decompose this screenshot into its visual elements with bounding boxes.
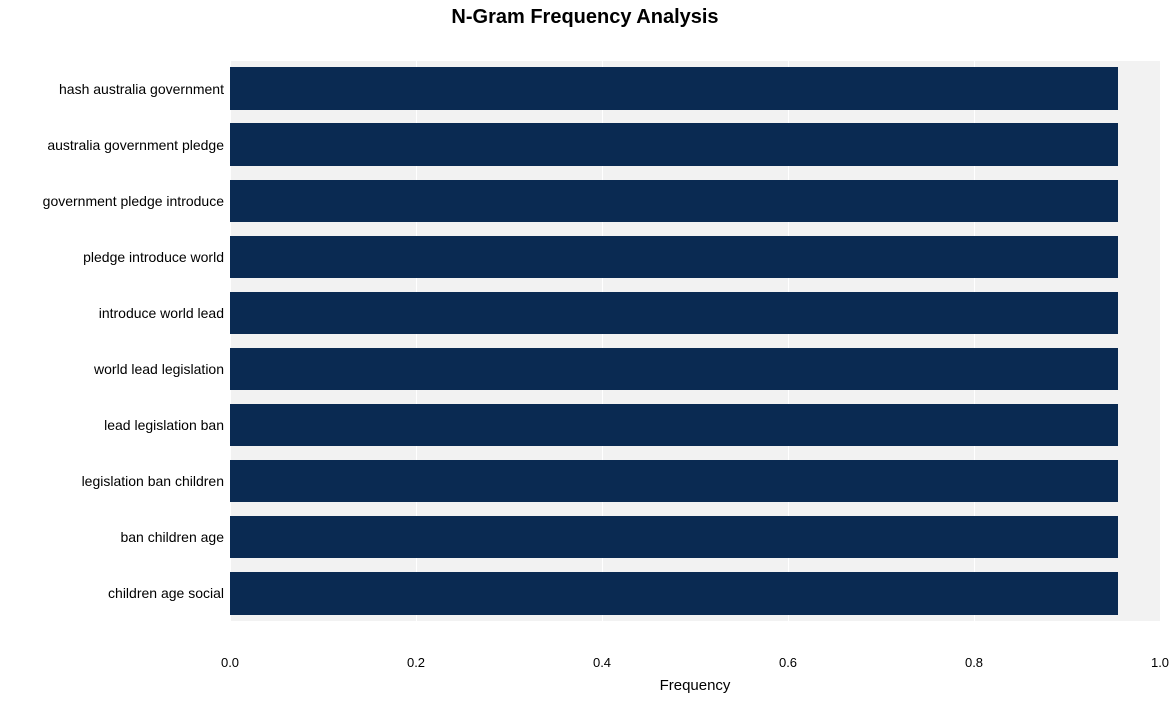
y-tick-label: ban children age (120, 529, 224, 545)
bar (230, 180, 1118, 223)
x-tick-label: 0.6 (779, 655, 797, 670)
ngram-frequency-chart: N-Gram Frequency Analysis hash australia… (0, 0, 1170, 701)
plot-area (230, 33, 1160, 649)
bar (230, 67, 1118, 110)
bar (230, 404, 1118, 447)
y-tick-label: australia government pledge (47, 137, 224, 153)
y-axis-labels: hash australia government australia gover… (0, 33, 230, 649)
x-axis-spacer (0, 649, 230, 701)
x-tick-label: 0.2 (407, 655, 425, 670)
y-tick-label: world lead legislation (94, 361, 224, 377)
bar-row (230, 397, 1118, 453)
y-tick-label: hash australia government (59, 81, 224, 97)
bar (230, 516, 1118, 559)
chart-title: N-Gram Frequency Analysis (0, 0, 1170, 33)
x-axis-row: Frequency 0.0 0.2 0.4 0.6 0.8 1.0 (0, 649, 1170, 701)
bar (230, 292, 1118, 335)
y-tick-label: legislation ban children (82, 473, 224, 489)
bar-row (230, 341, 1118, 397)
x-axis-title: Frequency (660, 677, 731, 694)
bar (230, 460, 1118, 503)
bar (230, 348, 1118, 391)
x-tick-label: 0.4 (593, 655, 611, 670)
bar-row (230, 565, 1118, 621)
bar-row (230, 509, 1118, 565)
y-tick-label: children age social (108, 585, 224, 601)
bars-container (230, 61, 1160, 622)
bar-row (230, 285, 1118, 341)
x-tick-label: 0.8 (965, 655, 983, 670)
y-tick-label: government pledge introduce (43, 193, 224, 209)
bar-row (230, 117, 1118, 173)
bar-row (230, 173, 1118, 229)
x-axis: Frequency 0.00.20.40.60.81.0 (230, 649, 1160, 701)
x-tick-label: 0.0 (221, 655, 239, 670)
bar (230, 236, 1118, 279)
plot-row: hash australia government australia gover… (0, 33, 1170, 649)
x-tick-label: 1.0 (1151, 655, 1169, 670)
y-tick-label: pledge introduce world (83, 249, 224, 265)
y-tick-label: lead legislation ban (104, 417, 224, 433)
bar-row (230, 453, 1118, 509)
bar-row (230, 229, 1118, 285)
bar-row (230, 61, 1118, 117)
bar (230, 123, 1118, 166)
bar (230, 572, 1118, 615)
y-tick-label: introduce world lead (99, 305, 224, 321)
grid-line (1160, 61, 1161, 622)
